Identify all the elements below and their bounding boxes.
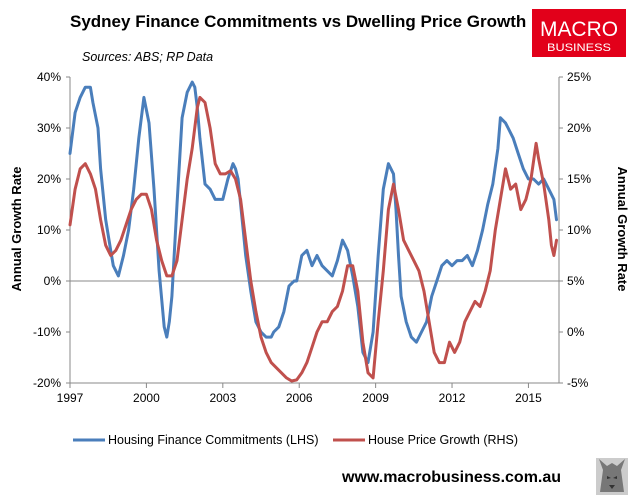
plot-area: -20% -10% 0% 10% 20% 30% 40% -5% 0% 5% 10% 15% 20% 25… xyxy=(33,70,591,405)
y-tick-label-left: 0% xyxy=(44,274,62,288)
macro-business-logo: MACRO BUSINESS xyxy=(532,9,626,57)
legend: Housing Finance Commitments (LHS) House … xyxy=(73,433,518,447)
y-tick-label-right: -5% xyxy=(567,376,589,390)
logo-text-business: BUSINESS xyxy=(547,42,611,54)
x-tick-label: 1997 xyxy=(57,391,84,405)
y-axis-title-right: Annual Growth Rate xyxy=(615,167,630,292)
x-tick-label: 2015 xyxy=(515,391,542,405)
y-tick-label-right: 5% xyxy=(567,274,585,288)
y-tick-label-left: 10% xyxy=(37,223,61,237)
y-tick-label-right: 25% xyxy=(567,70,591,84)
x-tick-label: 2012 xyxy=(439,391,466,405)
y-axis-title-left: Annual Growth Rate xyxy=(9,167,24,292)
y-tick-label-right: 15% xyxy=(567,172,591,186)
x-tick-label: 2006 xyxy=(286,391,313,405)
legend-label-house-price: House Price Growth (RHS) xyxy=(368,433,518,447)
y-tick-label-left: 30% xyxy=(37,121,61,135)
y-tick-label-left: 40% xyxy=(37,70,61,84)
logo-background xyxy=(532,9,626,57)
logo-text-macro: MACRO xyxy=(540,18,618,41)
x-tick-label: 2000 xyxy=(133,391,160,405)
x-tick-label: 2009 xyxy=(362,391,389,405)
series-line-housing-finance xyxy=(68,80,558,365)
y-tick-label-right: 20% xyxy=(567,121,591,135)
legend-label-housing-finance: Housing Finance Commitments (LHS) xyxy=(108,433,319,447)
y-tick-label-right: 0% xyxy=(567,325,585,339)
website-url: www.macrobusiness.com.au xyxy=(341,469,561,486)
y-tick-label-left: 20% xyxy=(37,172,61,186)
y-tick-label-left: -20% xyxy=(33,376,61,390)
y-tick-label-right: 10% xyxy=(567,223,591,237)
y-tick-label-left: -10% xyxy=(33,325,61,339)
wolf-icon xyxy=(596,458,628,495)
chart-subtitle: Sources: ABS; RP Data xyxy=(82,50,213,64)
chart-title: Sydney Finance Commitments vs Dwelling P… xyxy=(70,12,526,31)
x-tick-label: 2003 xyxy=(209,391,236,405)
series-line-house-price xyxy=(68,95,558,383)
